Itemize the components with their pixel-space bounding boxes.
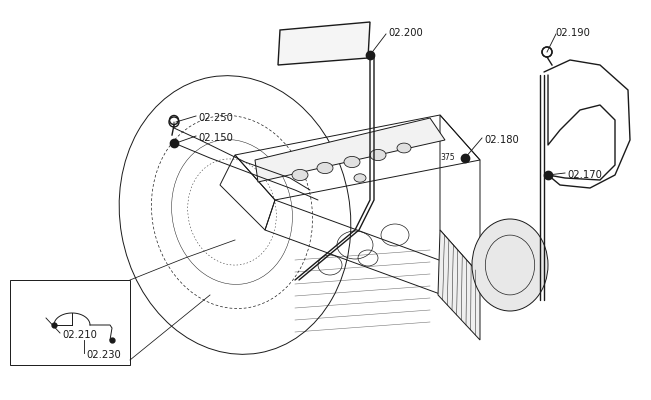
Ellipse shape xyxy=(354,174,366,182)
Ellipse shape xyxy=(344,156,360,168)
Text: 02.230: 02.230 xyxy=(86,350,120,360)
Text: 02.180: 02.180 xyxy=(484,135,519,145)
Text: 02.150: 02.150 xyxy=(198,133,233,143)
Text: 02.170: 02.170 xyxy=(567,170,602,180)
Ellipse shape xyxy=(370,149,386,160)
Ellipse shape xyxy=(397,143,411,153)
Text: 02.210: 02.210 xyxy=(62,330,97,340)
Ellipse shape xyxy=(472,219,548,311)
Text: 375: 375 xyxy=(441,154,455,162)
Ellipse shape xyxy=(292,170,308,181)
Text: 02.190: 02.190 xyxy=(555,28,590,38)
Polygon shape xyxy=(255,118,445,182)
Polygon shape xyxy=(438,230,480,340)
Polygon shape xyxy=(278,22,370,65)
Text: 02.200: 02.200 xyxy=(388,28,422,38)
Text: 02.250: 02.250 xyxy=(198,113,233,123)
Ellipse shape xyxy=(317,162,333,174)
